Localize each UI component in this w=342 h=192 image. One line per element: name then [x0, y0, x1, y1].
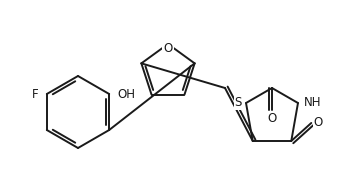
Text: O: O [314, 117, 323, 129]
Text: F: F [32, 88, 39, 100]
Text: OH: OH [117, 88, 135, 100]
Text: NH: NH [304, 97, 321, 109]
Text: O: O [163, 42, 173, 55]
Text: S: S [235, 97, 242, 109]
Text: O: O [267, 112, 277, 124]
